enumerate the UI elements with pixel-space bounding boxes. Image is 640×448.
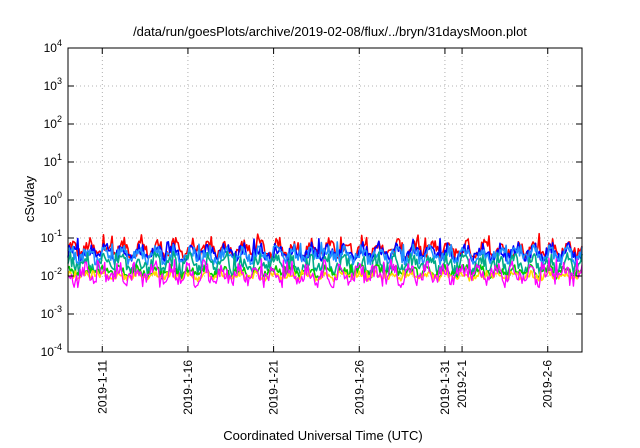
x-axis-label: Coordinated Universal Time (UTC) bbox=[223, 428, 422, 443]
y-axis-label: cSv/day bbox=[22, 175, 37, 222]
x-tick-label: 2019-1-16 bbox=[181, 360, 195, 415]
grid bbox=[68, 48, 582, 352]
y-tick-label: 104 bbox=[44, 38, 62, 55]
y-tick-label: 10-1 bbox=[41, 228, 62, 245]
x-tick-label: 2019-1-21 bbox=[267, 360, 281, 415]
y-tick-label: 10-4 bbox=[41, 342, 62, 359]
series-lines bbox=[67, 232, 583, 289]
axes: 10-4 10-3 10-2 10-1 100 101 102 103 104 2019-1-11… bbox=[41, 38, 583, 415]
y-tick-label: 10-2 bbox=[41, 266, 62, 283]
plot-frame bbox=[67, 47, 583, 353]
series-line-4 bbox=[67, 250, 583, 277]
x-tick-label: 2019-1-31 bbox=[438, 360, 452, 415]
y-tick-label: 103 bbox=[44, 76, 62, 93]
y-tick-label: 10-3 bbox=[41, 304, 62, 321]
x-tick-label: 2019-2-6 bbox=[541, 360, 555, 408]
x-tick-label: 2019-2-1 bbox=[455, 360, 469, 408]
series-line-6 bbox=[67, 269, 583, 283]
series-line-7 bbox=[67, 257, 583, 289]
x-tick-label: 2019-1-11 bbox=[95, 360, 109, 414]
y-tick-label: 102 bbox=[44, 114, 62, 131]
y-tick-label: 101 bbox=[44, 152, 62, 169]
chart-title: /data/run/goesPlots/archive/2019-02-08/f… bbox=[133, 24, 527, 39]
y-tick-label: 100 bbox=[44, 190, 62, 207]
x-tick-label: 2019-1-26 bbox=[352, 360, 366, 415]
